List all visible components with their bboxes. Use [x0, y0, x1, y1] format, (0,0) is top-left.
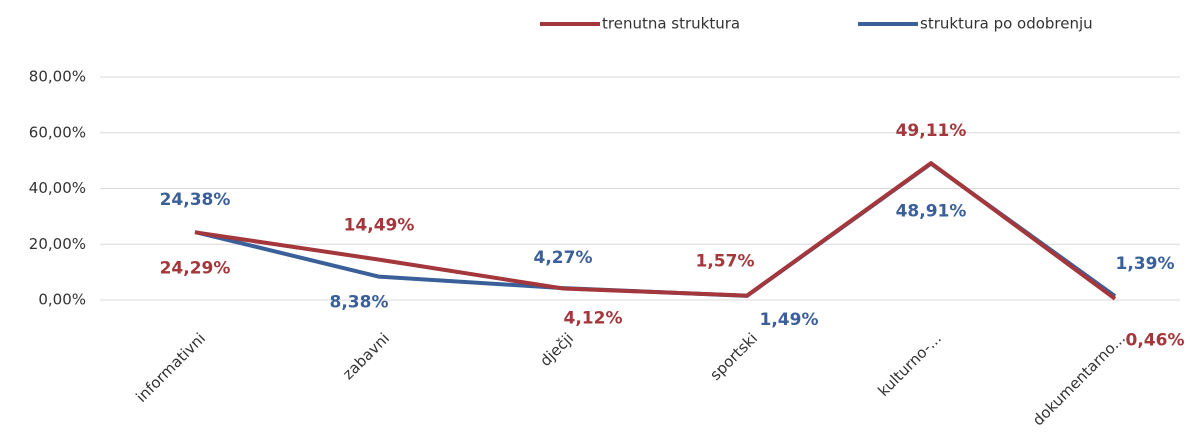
value-label: 1,39%	[1116, 254, 1175, 274]
x-tick-label: dokumentarno...	[1029, 329, 1129, 429]
x-tick-label: kulturno-...	[874, 329, 945, 400]
x-tick-label: dječji	[536, 329, 577, 370]
value-label: 4,12%	[564, 309, 623, 329]
value-label: 1,49%	[760, 310, 819, 330]
value-label: 48,91%	[896, 202, 967, 222]
value-label: 24,29%	[160, 258, 231, 278]
y-tick-label: 20,00%	[29, 235, 86, 253]
value-label: 14,49%	[344, 216, 415, 236]
value-label: 0,46%	[1126, 331, 1185, 351]
x-tick-label: sportski	[706, 329, 761, 384]
value-label: 24,38%	[160, 190, 231, 210]
value-label: 49,11%	[896, 121, 967, 141]
x-tick-label: zabavni	[339, 329, 393, 383]
value-label: 1,57%	[696, 252, 755, 272]
y-tick-label: 40,00%	[29, 179, 86, 197]
legend-label: struktura po odobrenju	[920, 15, 1093, 33]
series-line	[194, 161, 1117, 301]
y-tick-label: 80,00%	[29, 68, 86, 86]
value-label: 8,38%	[330, 293, 389, 313]
y-tick-label: 0,00%	[38, 291, 86, 309]
value-label: 4,27%	[534, 248, 593, 268]
x-tick-label: informativni	[132, 329, 209, 406]
legend-label: trenutna struktura	[602, 15, 740, 33]
series-line	[194, 161, 1117, 298]
y-tick-label: 60,00%	[29, 123, 86, 141]
